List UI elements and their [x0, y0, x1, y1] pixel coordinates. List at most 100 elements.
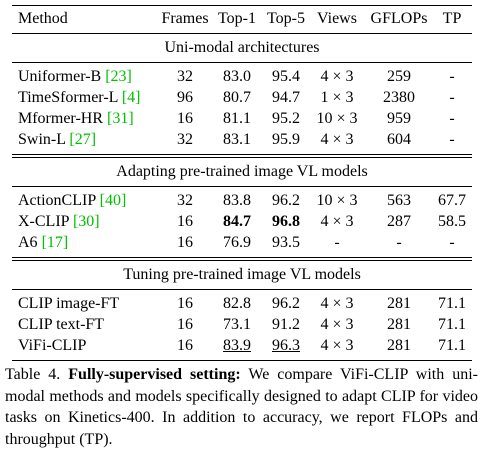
rule [12, 5, 472, 6]
method-name: CLIP text-FT [18, 316, 105, 333]
method-name: ActionCLIP [18, 192, 96, 209]
citation: [40] [99, 192, 127, 209]
column-header: GFLOPs [370, 10, 428, 27]
table-cell: 83.8 [223, 192, 251, 209]
method-name: TimeSformer-L [18, 89, 118, 106]
method-cell: Mformer-HR [31] [18, 109, 134, 129]
table-cell: 81.1 [223, 110, 251, 127]
table-cell: 71.1 [438, 295, 466, 312]
section-title: Adapting pre-trained image VL models [116, 163, 368, 180]
citation: [31] [107, 110, 134, 127]
citation: [17] [41, 234, 69, 251]
section-title: Uni-modal architectures [164, 39, 320, 56]
table-cell: 563 [387, 192, 411, 209]
method-cell: TimeSformer-L [4] [18, 88, 140, 108]
table-cell: 604 [387, 131, 411, 148]
column-header: TP [442, 10, 462, 27]
table-cell: 4 × 3 [320, 316, 354, 333]
method-name: Swin-L [18, 131, 66, 148]
table-cell: 80.7 [223, 89, 251, 106]
table-cell: 83.0 [223, 68, 251, 85]
table-cell: 96.2 [272, 192, 300, 209]
citation: [23] [105, 68, 132, 85]
table-cell: - [449, 110, 455, 127]
table-cell: 959 [387, 110, 411, 127]
table-cell: 281 [387, 316, 411, 333]
table-cell: 16 [177, 295, 193, 312]
method-cell: ActionCLIP [40] [18, 191, 126, 211]
method-name: X-CLIP [18, 213, 69, 230]
table-cell: 95.9 [272, 131, 300, 148]
table-cell: - [449, 89, 455, 106]
method-cell: Swin-L [27] [18, 130, 96, 150]
table-cell: 259 [387, 68, 411, 85]
table-cell: 95.2 [272, 110, 300, 127]
column-header: Top-5 [267, 10, 305, 27]
rule [12, 289, 472, 290]
table-cell: 83.1 [223, 131, 251, 148]
method-cell: CLIP image-FT [18, 294, 119, 314]
method-name: CLIP image-FT [18, 295, 120, 312]
table-cell: 91.2 [272, 316, 300, 333]
citation: [30] [72, 213, 100, 230]
table-cell: 10 × 3 [316, 110, 358, 127]
citation: [27] [69, 131, 97, 148]
table-cell: 281 [387, 295, 411, 312]
column-header: Top-1 [218, 10, 256, 27]
table-cell: 73.1 [223, 316, 251, 333]
citation: [4] [121, 89, 141, 106]
caption-text: We compare ViFi-CLIP with uni-modal meth… [5, 366, 478, 448]
table-cell: 96 [177, 89, 193, 106]
caption-label: Table 4. [5, 366, 61, 383]
rule [12, 257, 472, 258]
table-cell: 16 [177, 337, 193, 354]
table-cell: 71.1 [438, 337, 466, 354]
table-cell: 71.1 [438, 316, 466, 333]
rule [12, 260, 472, 261]
column-header: Frames [161, 10, 209, 27]
rule [12, 62, 472, 63]
table-cell: 93.5 [272, 234, 300, 251]
table-cell: 96.8 [272, 213, 300, 230]
rule [12, 157, 472, 158]
table-cell: 76.9 [223, 234, 251, 251]
table-cell: 67.7 [438, 192, 466, 209]
table-cell: - [449, 234, 455, 251]
method-name: ViFi-CLIP [18, 337, 87, 354]
table-cell: 281 [387, 337, 411, 354]
table-cell: 32 [177, 68, 193, 85]
caption-heading: Fully-supervised setting: [68, 366, 241, 383]
method-cell: CLIP text-FT [18, 315, 104, 335]
method-cell: Uniformer-B [23] [18, 67, 132, 87]
table-cell: 10 × 3 [316, 192, 358, 209]
table-cell: 32 [177, 192, 193, 209]
method-name: A6 [18, 234, 38, 251]
table-cell: 94.7 [272, 89, 300, 106]
table-cell: 4 × 3 [320, 295, 354, 312]
method-cell: X-CLIP [30] [18, 212, 100, 232]
method-cell: ViFi-CLIP [18, 336, 86, 356]
table-cell: - [449, 68, 455, 85]
table-cell: 4 × 3 [320, 337, 354, 354]
table-cell: 4 × 3 [320, 131, 354, 148]
table-cell: 16 [177, 213, 193, 230]
table-cell: 83.9 [223, 337, 251, 354]
table-cell: 95.4 [272, 68, 300, 85]
table-cell: - [396, 234, 402, 251]
table-cell: 58.5 [438, 213, 466, 230]
table-cell: 16 [177, 234, 193, 251]
rule [12, 154, 472, 155]
rule [12, 186, 472, 187]
table-cell: 84.7 [223, 213, 251, 230]
table-cell: - [334, 234, 340, 251]
table-cell: 96.2 [272, 295, 300, 312]
table-cell: 1 × 3 [320, 89, 354, 106]
table-cell: 4 × 3 [320, 213, 354, 230]
table-cell: 82.8 [223, 295, 251, 312]
table-cell: 2380 [383, 89, 415, 106]
table-cell: 16 [177, 316, 193, 333]
table-cell: - [449, 131, 455, 148]
method-cell: A6 [17] [18, 233, 68, 253]
table-cell: 287 [387, 213, 411, 230]
